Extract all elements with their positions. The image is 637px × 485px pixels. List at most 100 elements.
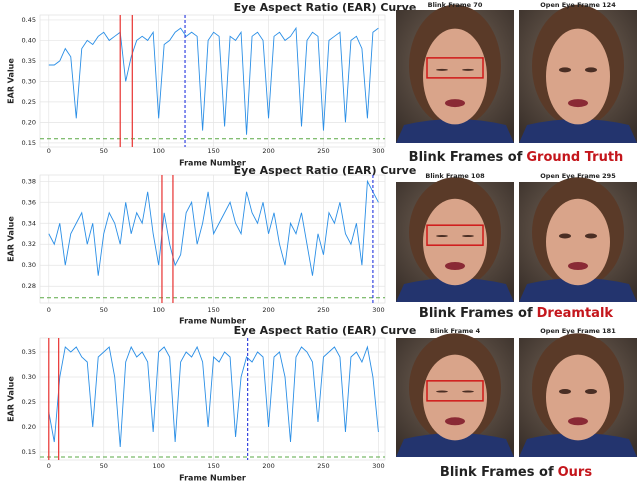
x-tick-label: 300 (372, 462, 384, 470)
x-tick-label: 200 (262, 462, 274, 470)
mouth (445, 99, 465, 108)
face-image (396, 4, 514, 143)
eye (559, 67, 571, 73)
shirt (396, 433, 514, 457)
eye (462, 390, 474, 393)
x-tick-label: 300 (372, 306, 384, 314)
chart-title: Eye Aspect Ratio (EAR) Curve (234, 1, 417, 14)
y-tick-label: 0.20 (22, 118, 36, 126)
y-tick-label: 0.28 (22, 282, 36, 290)
ear-line (48, 179, 379, 276)
face (546, 198, 610, 286)
x-tick-label: 0 (47, 462, 51, 470)
x-tick-label: 150 (207, 462, 219, 470)
y-tick-label: 0.15 (22, 448, 36, 456)
x-tick-label: 250 (317, 462, 329, 470)
caption-text: Blink Frames of (440, 465, 554, 480)
face-image (519, 333, 637, 457)
caption-method: Ground Truth (526, 150, 623, 165)
face (423, 28, 487, 125)
caption-method: Ours (558, 465, 593, 480)
x-tick-label: 100 (152, 462, 164, 470)
mouth (568, 99, 588, 108)
panel-label: Blink Frame 70 (428, 1, 483, 9)
shirt (519, 433, 637, 457)
eye (559, 389, 571, 395)
eye (462, 68, 474, 71)
face-image (396, 177, 514, 302)
x-tick-label: 50 (100, 147, 108, 155)
plot-area (39, 14, 386, 148)
y-tick-label: 0.35 (22, 57, 36, 65)
mouth (445, 262, 465, 270)
shirt (396, 278, 514, 302)
eye (585, 389, 597, 395)
y-tick-label: 0.38 (22, 177, 36, 185)
face-image (519, 4, 637, 143)
y-tick-label: 0.30 (22, 261, 36, 269)
x-tick-label: 100 (152, 306, 164, 314)
panel-label: Open Eye Frame 124 (540, 1, 616, 9)
face (546, 354, 610, 441)
ear-line (48, 345, 379, 448)
eye (585, 67, 597, 73)
eye-box (426, 224, 484, 246)
x-tick-label: 100 (152, 147, 164, 155)
caption-text: Blink Frames of (409, 150, 523, 165)
x-tick-label: 250 (317, 147, 329, 155)
caption-method: Dreamtalk (537, 306, 614, 321)
x-tick-label: 0 (47, 306, 51, 314)
x-axis-label: Frame Number (179, 159, 246, 168)
mouth (568, 262, 588, 270)
x-tick-label: 150 (207, 147, 219, 155)
ear-line (48, 26, 379, 135)
y-axis-label: EAR Value (7, 58, 16, 104)
face (423, 198, 487, 286)
face (546, 28, 610, 125)
eye (462, 235, 474, 237)
mouth (568, 417, 588, 426)
caption: Blink Frames of Dreamtalk (419, 306, 613, 321)
x-tick-label: 150 (207, 306, 219, 314)
eye (436, 390, 448, 393)
y-tick-label: 0.35 (22, 348, 36, 356)
panel-label: Blink Frame 4 (430, 327, 481, 335)
caption: Blink Frames of Ground Truth (409, 150, 624, 165)
x-tick-label: 250 (317, 306, 329, 314)
plot-area (39, 337, 386, 461)
eye-box (426, 57, 484, 79)
shirt (396, 119, 514, 143)
plot-area (39, 174, 386, 304)
eye (559, 233, 571, 239)
y-tick-label: 0.32 (22, 240, 36, 248)
x-tick-label: 50 (100, 306, 108, 314)
panel-label: Blink Frame 108 (425, 172, 485, 180)
mouth (445, 417, 465, 426)
y-tick-label: 0.20 (22, 423, 36, 431)
y-tick-label: 0.30 (22, 373, 36, 381)
chart-title: Eye Aspect Ratio (EAR) Curve (234, 324, 417, 337)
y-tick-label: 0.45 (22, 16, 36, 24)
x-tick-label: 0 (47, 147, 51, 155)
eye (585, 233, 597, 239)
face (423, 354, 487, 441)
y-axis-label: EAR Value (7, 376, 16, 422)
eye (436, 68, 448, 71)
face-image (519, 177, 637, 302)
eye-box (426, 380, 484, 402)
y-tick-label: 0.30 (22, 77, 36, 85)
panel-label: Open Eye Frame 295 (540, 172, 616, 180)
x-tick-label: 50 (100, 462, 108, 470)
x-tick-label: 200 (262, 147, 274, 155)
eye (436, 235, 448, 237)
caption: Blink Frames of Ours (440, 465, 592, 480)
caption-text: Blink Frames of (419, 306, 533, 321)
x-axis-label: Frame Number (179, 317, 246, 326)
y-tick-label: 0.34 (22, 219, 36, 227)
x-tick-label: 300 (372, 147, 384, 155)
x-tick-label: 200 (262, 306, 274, 314)
y-tick-label: 0.40 (22, 36, 36, 44)
shirt (519, 278, 637, 302)
face-image (396, 333, 514, 457)
